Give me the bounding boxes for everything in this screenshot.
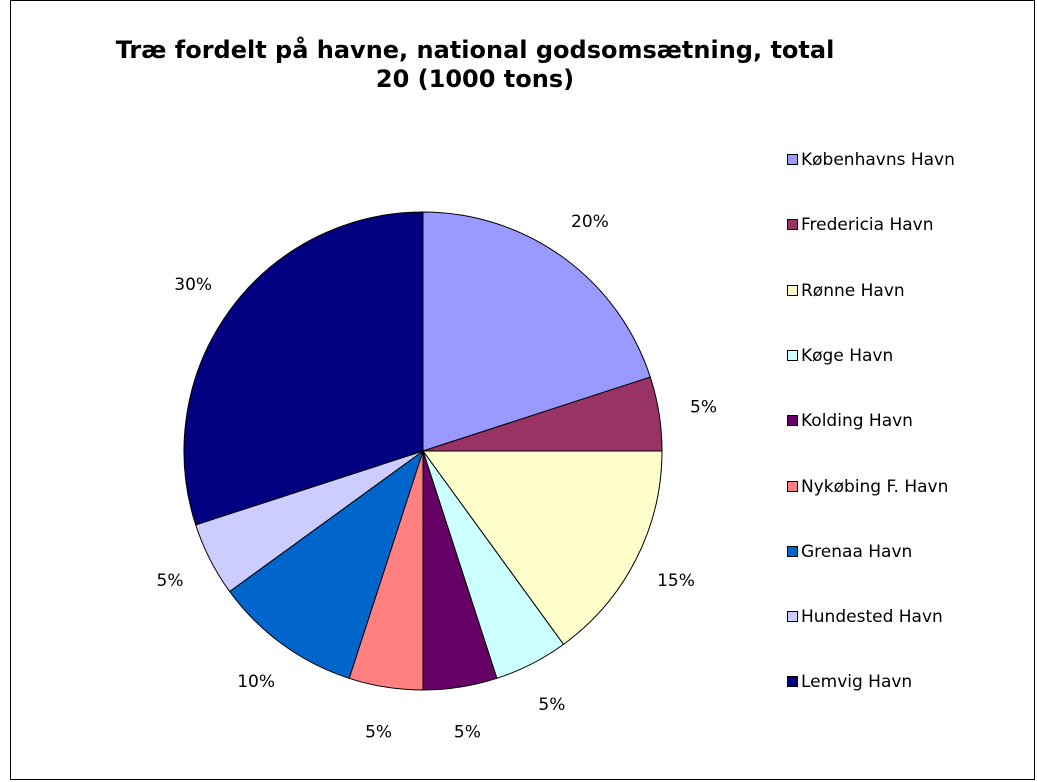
pie-slice-k-benhavns-havn (422, 211, 651, 452)
legend-swatch (787, 611, 798, 623)
pie-slice-r-nne-havn (422, 450, 663, 646)
legend-swatch (787, 545, 798, 557)
legend-label: Hundested Havn (801, 607, 943, 628)
pie-slice-grenaa-havn (228, 449, 424, 679)
data-label-r-nne-havn: 15% (657, 571, 695, 591)
data-label-k-benhavns-havn: 20% (571, 212, 609, 232)
legend-swatch (787, 284, 798, 296)
data-label-fredericia-havn: 5% (690, 398, 717, 418)
legend-swatch (787, 154, 798, 165)
legend-label: Køge Havn (801, 345, 894, 366)
legend-swatch (787, 415, 798, 427)
pie-slice-lemvig-havn (183, 211, 424, 526)
legend-label: Københavns Havn (801, 150, 955, 170)
legend-swatch (787, 676, 798, 688)
legend-label: Nykøbing F. Havn (801, 476, 949, 497)
data-label-grenaa-havn: 10% (237, 672, 275, 692)
chart-title: Træ fordelt på havne, national godsomsæt… (60, 36, 890, 94)
chart-title-line-1: Træ fordelt på havne, national godsomsæt… (115, 36, 835, 64)
legend-label: Kolding Havn (801, 411, 913, 432)
legend-swatch (787, 480, 798, 492)
data-label-hundested-havn: 5% (157, 571, 184, 591)
data-label-nyk-bing-f-havn: 5% (365, 723, 392, 743)
legend-label: Grenaa Havn (801, 541, 913, 562)
legend-label: Fredericia Havn (801, 215, 934, 236)
legend-swatch (787, 349, 798, 361)
legend-label: Rønne Havn (801, 280, 905, 301)
legend-swatch (787, 219, 798, 231)
data-label-lemvig-havn: 30% (174, 275, 212, 295)
legend-label: Lemvig Havn (801, 672, 913, 693)
chart-title-line-2: 20 (1000 tons) (375, 65, 575, 93)
data-label-kolding-havn: 5% (454, 723, 481, 743)
data-label-k-ge-havn: 5% (538, 695, 565, 715)
